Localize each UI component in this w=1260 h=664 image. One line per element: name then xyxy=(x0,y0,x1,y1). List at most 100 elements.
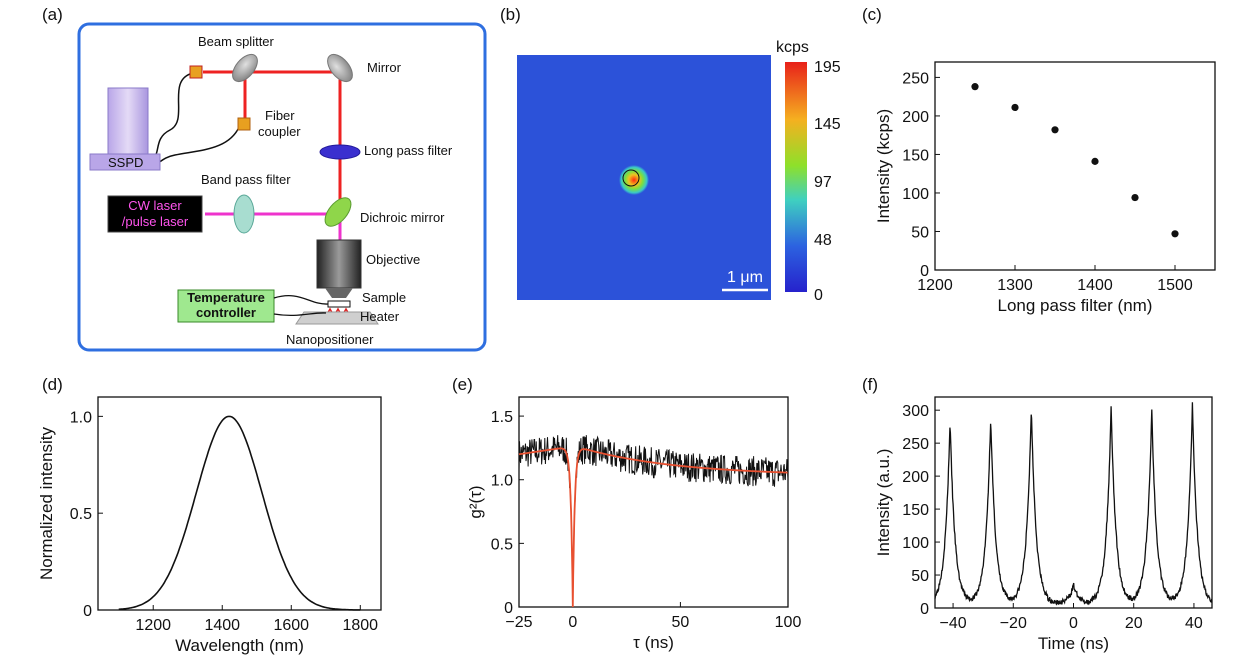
nanopositioner-label: Nanopositioner xyxy=(286,332,374,347)
emitter-spot xyxy=(619,165,649,195)
chart-c-ytick-label: 0 xyxy=(920,263,929,280)
band-pass-filter xyxy=(233,194,255,234)
chart-d-ytick-label: 0.5 xyxy=(70,506,92,523)
dichroic-mirror xyxy=(324,197,352,227)
panel-d-label: (d) xyxy=(42,375,63,394)
chart-f-frame xyxy=(934,396,1213,609)
chart-f-histogram-line xyxy=(934,402,1213,606)
panel-c-label: (c) xyxy=(862,5,882,24)
chart-c-frame xyxy=(934,61,1216,271)
chart-e-xtick-label: 0 xyxy=(568,614,577,631)
sample-label: Sample xyxy=(362,290,406,305)
panel-a-setup-diagram: (a) SSPD Beam splitter Mirror Fiber coup… xyxy=(42,5,487,352)
objective-label: Objective xyxy=(366,252,420,267)
chart-e-ytick-label: 1.5 xyxy=(491,409,513,426)
chart-e-xtick-label: 50 xyxy=(672,614,690,631)
coupler-label: coupler xyxy=(258,124,301,139)
fiber-label: Fiber xyxy=(265,108,295,123)
chart-e-fit-line xyxy=(518,447,788,608)
chart-c-ytick-label: 100 xyxy=(902,186,929,203)
chart-c-xtick-label: 1300 xyxy=(997,277,1033,294)
controller-wire-1 xyxy=(273,295,329,305)
chart-f-xtick-label: 0 xyxy=(1069,615,1078,632)
chart-f-xtick-label: −20 xyxy=(1000,615,1027,632)
fiber-coupler-2 xyxy=(237,117,251,131)
objective xyxy=(316,239,362,289)
chart-c-xtick-label: 1400 xyxy=(1077,277,1113,294)
chart-e-frame xyxy=(518,396,789,608)
chart-d-xtick-label: 1600 xyxy=(273,617,309,634)
chart-f-ylabel: Intensity (a.u.) xyxy=(874,449,893,557)
colorbar-tick-0: 0 xyxy=(814,287,823,304)
beam-splitter-label: Beam splitter xyxy=(198,34,275,49)
sspd-label: SSPD xyxy=(108,155,143,170)
chart-c-ytick-label: 250 xyxy=(902,70,929,87)
chart-e-ytick-label: 0 xyxy=(504,600,513,617)
chart-e-ytick-label: 0.5 xyxy=(491,536,513,553)
chart-d-spectrum-line xyxy=(118,415,361,611)
chart-c-point xyxy=(1051,126,1059,134)
colorbar-tick-97: 97 xyxy=(814,174,832,191)
dichroic-mirror-label: Dichroic mirror xyxy=(360,210,445,225)
chart-f-ytick-label: 50 xyxy=(911,568,929,585)
colorbar xyxy=(785,62,807,292)
heater-label: Heater xyxy=(360,309,400,324)
chart-c-xtick-label: 1200 xyxy=(917,277,953,294)
chart-e-xtick-label: −25 xyxy=(505,614,532,631)
chart-d-xtick-label: 1200 xyxy=(135,617,171,634)
panel-f-label: (f) xyxy=(862,375,878,394)
sspd-body xyxy=(107,87,149,159)
chart-e-ylabel: g²(τ) xyxy=(466,485,485,518)
chart-d-xtick-label: 1800 xyxy=(342,617,378,634)
long-pass-filter xyxy=(319,144,361,160)
chart-f-ytick-label: 100 xyxy=(902,535,929,552)
chart-c-ytick-label: 200 xyxy=(902,109,929,126)
panel-e-label: (e) xyxy=(452,375,473,394)
band-pass-filter-label: Band pass filter xyxy=(201,172,291,187)
chart-e-xtick-label: 100 xyxy=(775,614,802,631)
chart-c-point xyxy=(971,83,979,91)
chart-f-xlabel: Time (ns) xyxy=(1038,634,1109,653)
chart-f-ytick-label: 300 xyxy=(902,403,929,420)
scale-bar-label: 1 μm xyxy=(727,269,763,286)
panel-b-label: (b) xyxy=(500,5,521,24)
chart-c-ytick-label: 150 xyxy=(902,147,929,164)
temp-controller-label-1: Temperature xyxy=(187,290,265,305)
fiber-1 xyxy=(144,72,194,163)
colorbar-tick-195: 195 xyxy=(814,59,841,76)
chart-c-xtick-label: 1500 xyxy=(1157,277,1193,294)
chart-c-ytick-label: 50 xyxy=(911,224,929,241)
chart-d-xtick-label: 1400 xyxy=(204,617,240,634)
chart-c-point xyxy=(1171,230,1179,238)
beam-splitter xyxy=(232,53,258,83)
colorbar-title: kcps xyxy=(776,39,809,56)
chart-e-data-line xyxy=(518,435,789,605)
setup-frame xyxy=(77,22,487,352)
objective-tip xyxy=(325,288,353,298)
chart-c-point xyxy=(1131,193,1139,202)
chart-d-frame xyxy=(97,396,382,611)
chart-d-xlabel: Wavelength (nm) xyxy=(175,636,304,655)
emitter-spot-outline xyxy=(622,169,640,187)
heater-coil xyxy=(325,307,351,318)
chart-e-ytick-label: 1.0 xyxy=(491,473,513,490)
chart-d-ylabel: Normalized intensity xyxy=(37,426,56,580)
colorbar-tick-145: 145 xyxy=(814,116,841,133)
chart-c: 1200 1300 1400 1500 0 50 100 150 200 250 Long pass… xyxy=(874,61,1216,315)
chart-f-xtick-label: 40 xyxy=(1185,615,1203,632)
chart-f-ytick-label: 250 xyxy=(902,436,929,453)
laser-label-1: CW laser xyxy=(128,198,182,213)
chart-c-ylabel: Intensity (kcps) xyxy=(874,109,893,223)
temperature-controller xyxy=(177,289,275,323)
chart-f-ytick-label: 200 xyxy=(902,469,929,486)
chart-f-ytick-label: 150 xyxy=(902,502,929,519)
fiber-coupler-1 xyxy=(189,65,203,79)
chart-c-point xyxy=(1011,103,1019,112)
chart-e-xlabel: τ (ns) xyxy=(633,633,674,652)
chart-f-xtick-label: 20 xyxy=(1125,615,1143,632)
laser-box xyxy=(107,195,203,233)
fiber-2 xyxy=(149,124,241,167)
panel-b-pl-map: (b) 1 μm kcps 195 145 97 48 0 xyxy=(500,5,841,304)
